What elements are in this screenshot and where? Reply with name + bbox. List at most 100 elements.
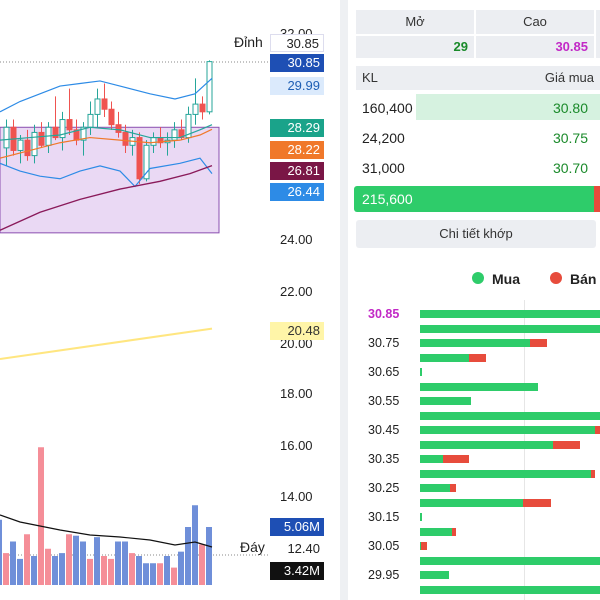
volume-bar	[206, 527, 212, 585]
candle-body	[59, 119, 66, 139]
buy-legend-icon	[472, 272, 484, 284]
open-label: Mở	[356, 10, 474, 34]
volume-bar	[10, 541, 16, 585]
volume-bar	[31, 556, 37, 585]
price-tick-22: 22.00	[280, 284, 313, 299]
profile-buy-bar	[420, 411, 600, 420]
profile-buy-bar	[420, 556, 600, 565]
profile-buy-bar	[420, 498, 523, 507]
bid-total-bar: 215,600	[354, 186, 594, 212]
panel-divider[interactable]	[340, 0, 348, 600]
profile-buy-bar	[420, 585, 600, 594]
volume-bar	[199, 544, 205, 585]
volume-bar	[171, 567, 177, 585]
candle-body	[94, 98, 101, 115]
last-price-tag: 30.85	[270, 54, 324, 72]
orderbook-row[interactable]: 160,400 30.80	[356, 94, 600, 122]
candle-body	[24, 139, 31, 157]
chart-canvas[interactable]: 32.00 24.00 22.00 20.00 18.00 16.00 14.0…	[0, 0, 340, 600]
peak-label: Đỉnh	[234, 34, 263, 50]
peak-price-tag: 30.85	[270, 34, 324, 52]
volume-bar	[192, 505, 198, 585]
profile-price-label: 30.15	[368, 510, 400, 524]
candle-body	[115, 124, 122, 133]
profile-sell-bar	[530, 339, 548, 347]
profile-gridline	[524, 300, 525, 600]
ma-orange-tag: 28.22	[270, 141, 324, 159]
profile-price-label: 30.85	[368, 307, 400, 321]
profile-sell-bar	[469, 353, 487, 362]
profile-buy-bar	[420, 324, 600, 333]
ma-teal-line	[0, 124, 213, 141]
bid-price: 30.75	[552, 130, 588, 146]
bid-price: 30.80	[552, 100, 588, 116]
volume-bar	[52, 556, 58, 585]
orderbook-row[interactable]: 31,000 30.70	[356, 154, 600, 182]
profile-sell-bar	[553, 440, 580, 449]
candle-body	[101, 98, 108, 110]
volume-bar	[38, 447, 44, 585]
profile-buy-bar	[420, 353, 470, 362]
profile-sell-bar	[421, 542, 427, 550]
bid-column-label: Giá mua	[544, 70, 594, 85]
profile-sell-bar	[522, 498, 552, 507]
candle-body	[80, 126, 87, 141]
orderbook-header: KL Giá mua	[356, 66, 600, 90]
profile-buy-bar	[420, 455, 443, 463]
volume-bar	[185, 527, 191, 585]
bottom-price-tag: 12.40	[270, 540, 324, 558]
ma-yellow-tag: 20.48	[270, 322, 324, 340]
candle-body	[136, 137, 143, 180]
profile-buy-bar	[420, 426, 595, 434]
profile-price-label: 30.65	[368, 365, 400, 379]
volume-bar	[24, 534, 30, 585]
profile-buy-bar	[420, 484, 451, 492]
volume-bar	[94, 537, 100, 585]
orderbook-row[interactable]: 24,200 30.75	[356, 124, 600, 152]
volume-ma-tag: 3.42M	[270, 562, 324, 580]
profile-buy-bar	[420, 527, 453, 536]
ma-orange-line	[0, 128, 213, 159]
candle-body	[192, 103, 199, 115]
ma-yellow-line	[0, 327, 213, 361]
volume-bar	[157, 563, 163, 585]
price-tick-16: 16.00	[280, 438, 313, 453]
bid-volume: 24,200	[362, 130, 405, 146]
candle-body	[31, 131, 38, 157]
candle-body	[171, 129, 178, 141]
volume-profile: 30.85 30.75 30.65 30.55 30.45 30.35 30.25 30.15…	[348, 300, 600, 600]
candle-body	[150, 137, 157, 146]
sell-legend-icon	[550, 272, 562, 284]
volume-bar	[17, 558, 23, 585]
profile-sell-bar	[452, 527, 457, 536]
match-detail-button[interactable]: Chi tiết khớp	[356, 220, 596, 248]
profile-sell-bar	[591, 469, 595, 478]
profile-buy-bar	[420, 469, 591, 478]
profile-price-label: 30.45	[368, 423, 400, 437]
volume-bar	[108, 558, 114, 585]
profile-price-label: 30.05	[368, 539, 400, 553]
profile-price-label: 30.55	[368, 394, 400, 408]
profile-buy-bar	[420, 440, 553, 449]
profile-buy-bar	[420, 382, 538, 391]
profile-buy-bar	[420, 339, 531, 347]
candle-body	[66, 119, 73, 131]
volume-bar	[45, 548, 51, 585]
profile-buy-bar	[420, 542, 421, 550]
volume-tag: 5.06M	[270, 518, 324, 536]
candle-body	[199, 103, 206, 113]
bid-volume: 160,400	[362, 100, 413, 116]
candle-body	[3, 126, 10, 149]
profile-price-label: 30.35	[368, 452, 400, 466]
profile-sell-bar	[594, 426, 600, 434]
volume-bar	[136, 556, 142, 585]
profile-sell-bar	[442, 455, 470, 463]
price-tick-14: 14.00	[280, 489, 313, 504]
volume-bar	[59, 553, 65, 585]
candle-body	[122, 131, 129, 146]
price-chart[interactable]: 32.00 24.00 22.00 20.00 18.00 16.00 14.0…	[0, 0, 340, 600]
volume-ma-line	[0, 514, 213, 548]
volume-bar	[80, 541, 86, 585]
profile-sell-bar	[450, 484, 457, 492]
buy-legend-label: Mua	[492, 271, 520, 287]
